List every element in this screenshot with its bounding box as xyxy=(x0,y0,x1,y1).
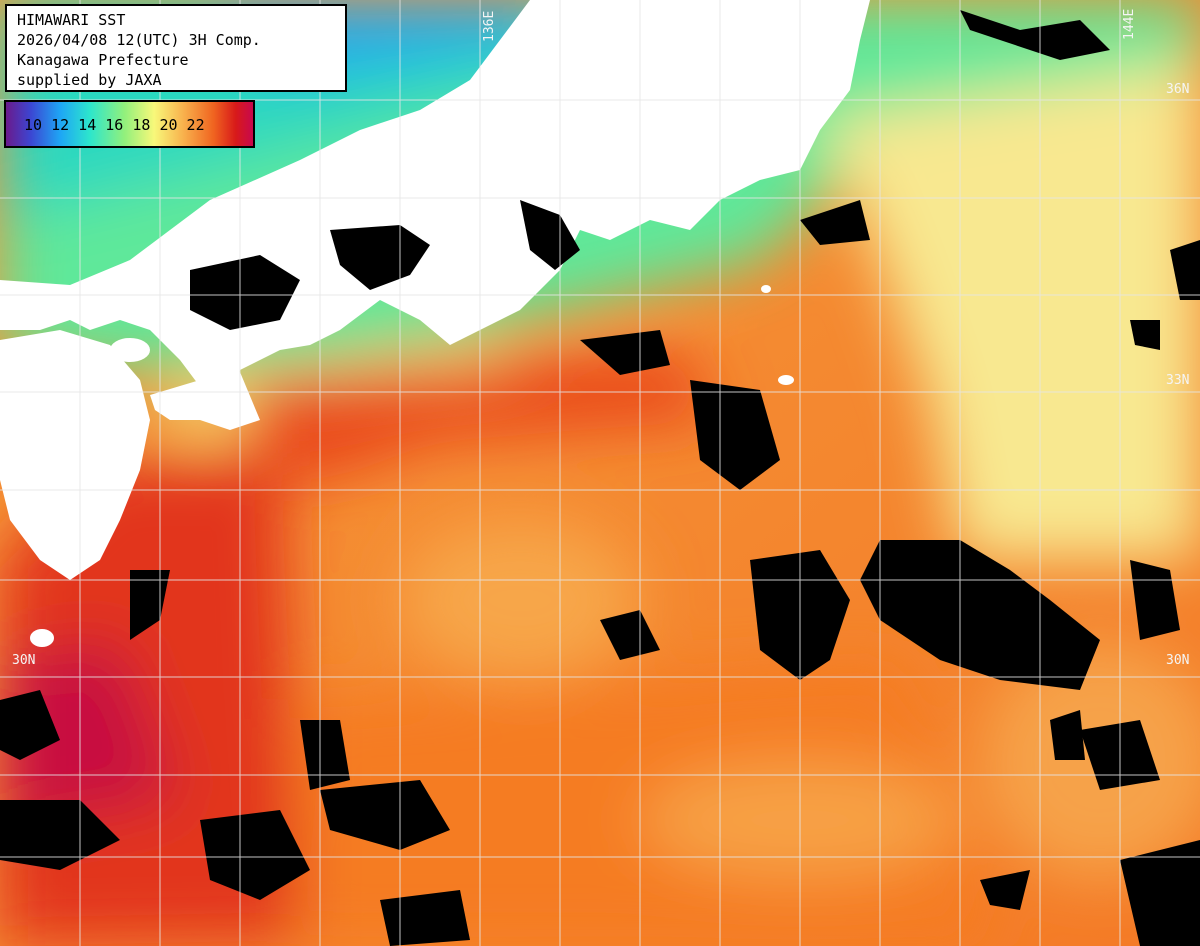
lat-label-36n: 36N xyxy=(1166,82,1190,97)
legend-labels: 10 12 14 16 18 20 22 xyxy=(24,116,205,134)
color-legend: 10 12 14 16 18 20 22 xyxy=(4,100,255,148)
info-region: Kanagawa Prefecture xyxy=(17,51,189,69)
lon-label-144e: 144E xyxy=(1122,8,1137,40)
info-credit: supplied by JAXA xyxy=(17,71,162,89)
info-box: HIMAWARI SST 2026/04/08 12(UTC) 3H Comp.… xyxy=(5,4,347,92)
lon-label-136e: 136E xyxy=(482,10,497,42)
info-datetime: 2026/04/08 12(UTC) 3H Comp. xyxy=(17,31,261,49)
info-title: HIMAWARI SST xyxy=(17,11,126,29)
legend-color-bar xyxy=(6,102,253,146)
lat-label-33n: 33N xyxy=(1166,373,1190,388)
lat-label-30n-left: 30N xyxy=(12,653,36,668)
lat-label-30n-right: 30N xyxy=(1166,653,1190,668)
